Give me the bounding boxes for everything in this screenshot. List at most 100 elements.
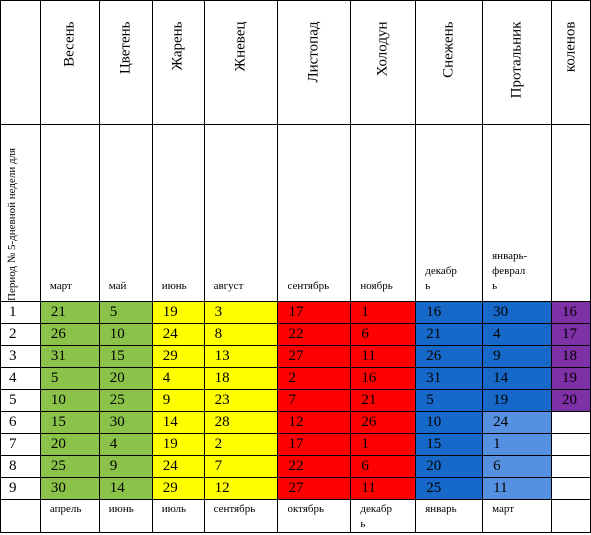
day-value: 24 [162,458,178,474]
day-cell: 6 [350,455,417,478]
day-cell: 20 [39,433,100,456]
month-name: Жарень [169,21,186,71]
day-value: 24 [162,326,178,342]
day-cell: 1 [482,433,552,456]
month-header: Снежень [415,0,484,125]
day-cell: 15 [39,411,100,434]
day-cell: 7 [277,389,352,412]
day-value: 15 [426,436,442,452]
day-value: 29 [162,348,178,364]
start-month-label: март [49,280,72,292]
month-header: коленов [551,0,591,125]
day-cell: 20 [551,389,591,412]
end-month-cell: март [482,499,552,533]
day-cell: 21 [350,389,417,412]
table-row: 7 20 4 19 2 17 1 15 1 [0,433,591,456]
day-value [553,458,563,474]
start-month-label: август [213,280,244,292]
end-month-label: июль [161,503,187,515]
day-cell: 1 [350,433,417,456]
day-cell: 16 [551,301,591,324]
end-month-label: сентябрь [213,503,256,515]
row-header-cell: Период № 5-дневной недели для [0,124,41,302]
day-value: 4 [162,370,171,386]
row-number: 2 [0,323,41,346]
day-cell: 17 [551,323,591,346]
day-value: 14 [109,480,125,496]
day-cell [551,477,591,500]
day-cell: 18 [203,367,279,390]
day-cell: 7 [203,455,279,478]
day-value: 6 [361,326,369,342]
day-value: 8 [214,326,223,342]
day-cell: 21 [39,301,100,324]
day-cell: 23 [203,389,279,412]
day-cell: 30 [39,477,100,500]
day-value: 31 [50,348,66,364]
day-value: 19 [162,304,178,320]
day-value: 11 [493,480,508,496]
day-value: 11 [361,480,376,496]
day-cell: 16 [415,301,484,324]
day-value: 4 [109,436,118,452]
day-value: 27 [288,480,304,496]
day-cell: 25 [39,455,100,478]
end-month-label: июнь [108,503,134,515]
day-cell: 6 [350,323,417,346]
day-value: 14 [493,370,509,386]
table-row: 9 30 14 29 12 27 11 25 11 [0,477,591,500]
day-cell: 10 [98,323,153,346]
day-value: 13 [214,348,230,364]
day-value: 5 [109,304,118,320]
day-value: 17 [288,436,304,452]
day-cell: 17 [277,301,352,324]
day-cell: 18 [551,345,591,368]
day-cell: 21 [415,323,484,346]
start-month-label: декабр ь [425,265,457,292]
month-header: Цветень [98,0,153,125]
day-cell: 14 [482,367,552,390]
day-value: 16 [426,304,442,320]
month-name: Жневец [232,21,249,72]
day-value: 3 [214,304,223,320]
month-name-row: Весень Цветень Жарень Жневец Листопад Хо… [0,0,591,125]
start-month-label [553,294,590,301]
day-value: 26 [50,326,66,342]
day-cell: 2 [277,367,352,390]
day-value: 7 [214,458,223,474]
row-number: 5 [0,389,41,412]
month-name: Весень [61,21,78,67]
start-month-label: ноябрь [360,280,393,292]
day-value: 25 [109,392,125,408]
day-value: 29 [162,480,178,496]
day-cell: 14 [151,411,205,434]
day-cell: 12 [203,477,279,500]
row-number: 3 [0,345,41,368]
day-cell: 29 [151,477,205,500]
day-value: 11 [361,348,376,364]
end-month-cell: апрель [39,499,100,533]
end-month-cell: январь [415,499,484,533]
start-month-cell [551,124,591,302]
month-name: Цветень [117,21,134,75]
day-cell: 12 [277,411,352,434]
day-cell: 15 [415,433,484,456]
day-value: 22 [288,458,304,474]
day-cell: 19 [151,301,205,324]
day-value: 28 [214,414,230,430]
end-month-label [553,501,590,503]
table-row: 6 15 30 14 28 12 26 10 24 [0,411,591,434]
end-month-cell: июль [151,499,205,533]
corner-cell-bottom [0,499,41,533]
day-cell: 30 [482,301,552,324]
row-number: 9 [0,477,41,500]
end-month-label: март [492,503,515,515]
month-header: Протальник [482,0,552,125]
day-value: 30 [50,480,66,496]
start-month-label: январь-феврал ь [492,250,528,292]
start-month-cell: май [98,124,153,302]
end-month-row: апрель июнь июль сентябрь октябрь декабр… [0,499,591,533]
day-cell: 4 [151,367,205,390]
end-month-label: январь [425,503,457,515]
day-cell: 16 [350,367,417,390]
